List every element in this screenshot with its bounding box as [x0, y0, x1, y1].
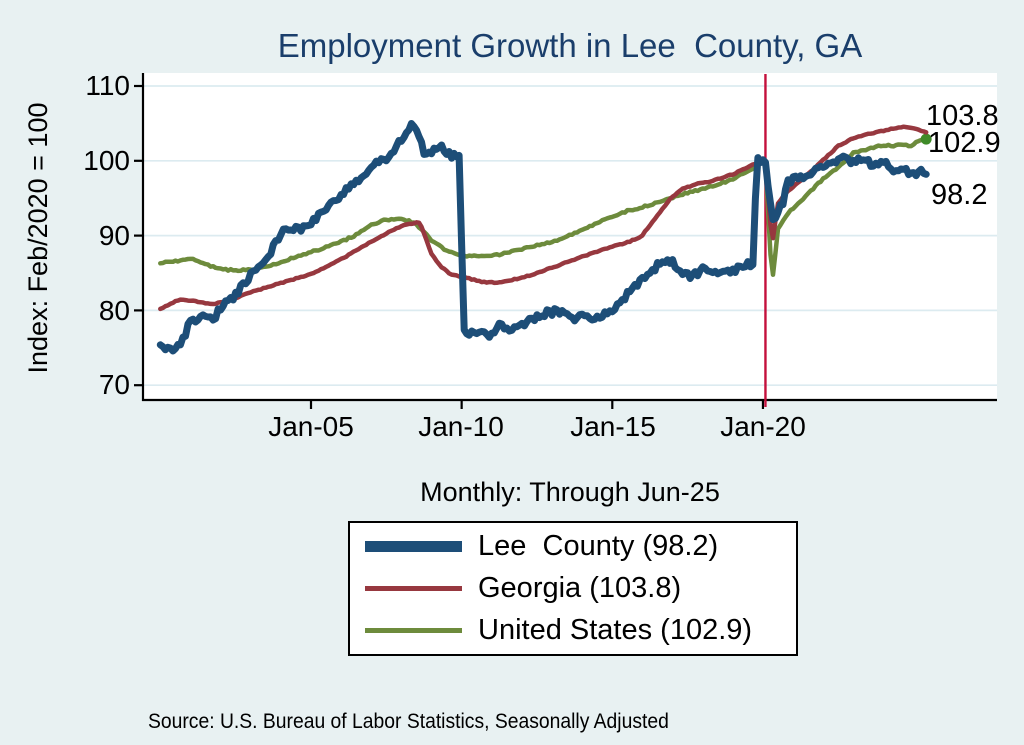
legend-swatch-georgia [365, 586, 462, 591]
legend-item-georgia: Georgia (103.8) [350, 572, 796, 606]
end-value-label-georgia: 103.8 [926, 100, 999, 132]
axes [141, 73, 997, 402]
y-tick-label-100: 100 [83, 145, 130, 176]
legend-swatch-lee-county [365, 541, 462, 552]
series-line-united-states [158, 136, 929, 277]
x-tick-label-jan-15: Jan-15 [570, 411, 656, 442]
x-tick-label-jan-20: Jan-20 [720, 411, 806, 442]
legend-swatch-united-states [365, 628, 462, 633]
legend-label-georgia: Georgia (103.8) [478, 572, 682, 604]
series-lines [156, 120, 932, 355]
end-value-label-lee-county: 98.2 [931, 179, 988, 211]
source-line-1: Source: U.S. Bureau of Labor Statistics,… [148, 710, 669, 733]
source-note: Source: U.S. Bureau of Labor Statistics,… [148, 666, 847, 745]
legend-item-united-states: United States (102.9) [350, 614, 796, 648]
y-tick-label-90: 90 [98, 220, 130, 251]
legend-label-united-states: United States (102.9) [478, 614, 753, 646]
y-tick-label-70: 70 [98, 369, 130, 400]
legend: Lee County (98.2) Georgia (103.8) United… [348, 521, 798, 656]
end-value-label-united-states: 102.9 [928, 127, 1001, 159]
y-tick-label-110: 110 [85, 70, 130, 101]
y-tick-label-80: 80 [98, 295, 130, 326]
tick-marks [134, 84, 765, 409]
chart-title: Employment Growth in Lee County, GA [277, 27, 863, 64]
legend-label-lee-county: Lee County (98.2) [478, 530, 719, 562]
legend-item-lee-county: Lee County (98.2) [350, 530, 796, 564]
last-observation-dot-united-states [920, 133, 932, 145]
series-line-lee-county [156, 120, 930, 355]
chart-subtitle: Monthly: Through Jun-25 [420, 477, 720, 507]
x-tick-label-jan-10: Jan-10 [418, 411, 504, 442]
x-tick-label-jan-05: Jan-05 [268, 411, 354, 442]
